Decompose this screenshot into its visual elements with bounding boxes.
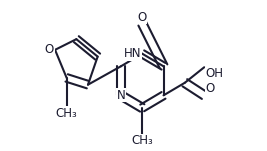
Text: O: O [138, 11, 147, 24]
Text: O: O [45, 43, 54, 56]
Text: N: N [116, 89, 125, 102]
Text: CH₃: CH₃ [56, 107, 77, 120]
Text: O: O [205, 82, 214, 95]
Text: CH₃: CH₃ [131, 134, 153, 147]
Text: HN: HN [124, 47, 141, 60]
Text: OH: OH [205, 67, 223, 80]
